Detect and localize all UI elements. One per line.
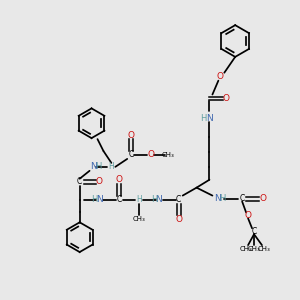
Text: C: C — [239, 194, 245, 203]
Text: H: H — [91, 195, 98, 204]
Text: O: O — [244, 211, 252, 220]
Text: O: O — [217, 72, 224, 81]
Text: CH₃: CH₃ — [133, 216, 146, 222]
Text: C: C — [251, 227, 257, 236]
Text: O: O — [128, 130, 135, 140]
Text: C: C — [77, 177, 82, 186]
Text: H: H — [219, 194, 226, 203]
Text: H: H — [109, 162, 114, 171]
Text: N: N — [206, 114, 213, 123]
Text: H: H — [95, 162, 102, 171]
Text: CH₃: CH₃ — [248, 246, 260, 252]
Text: N: N — [96, 195, 103, 204]
Text: C: C — [176, 195, 182, 204]
Text: O: O — [116, 175, 123, 184]
Text: O: O — [96, 177, 103, 186]
Text: N: N — [90, 162, 97, 171]
Text: H: H — [200, 114, 207, 123]
Text: N: N — [155, 195, 162, 204]
Text: H: H — [151, 195, 157, 204]
Text: O: O — [223, 94, 230, 103]
Text: CH₃: CH₃ — [240, 246, 253, 252]
Text: H: H — [136, 195, 142, 204]
Text: C: C — [129, 151, 134, 160]
Text: N: N — [214, 194, 221, 203]
Text: CH₃: CH₃ — [161, 152, 174, 158]
Text: C: C — [117, 195, 122, 204]
Text: CH₃: CH₃ — [258, 246, 270, 252]
Text: O: O — [260, 194, 266, 203]
Text: O: O — [148, 151, 154, 160]
Text: O: O — [175, 215, 182, 224]
